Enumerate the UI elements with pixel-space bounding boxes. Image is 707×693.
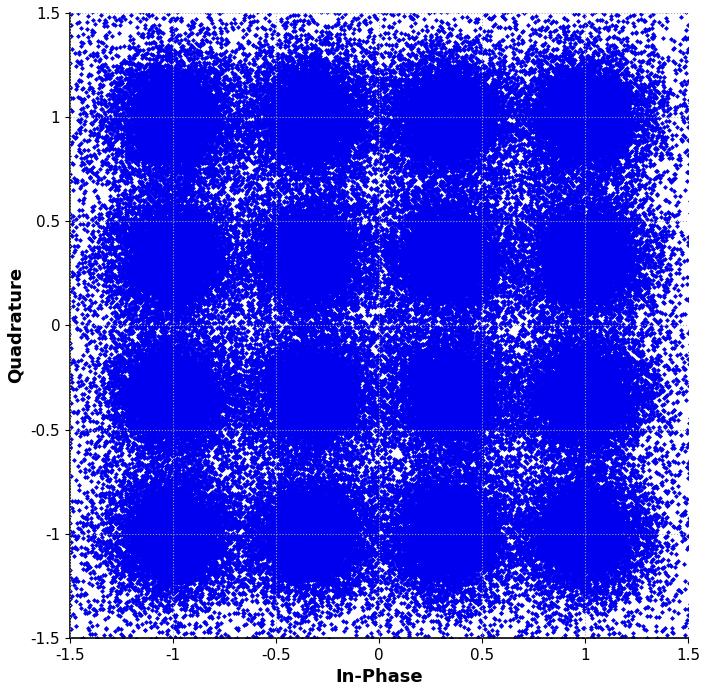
Y-axis label: Quadrature: Quadrature (7, 267, 25, 383)
X-axis label: In-Phase: In-Phase (335, 668, 423, 686)
